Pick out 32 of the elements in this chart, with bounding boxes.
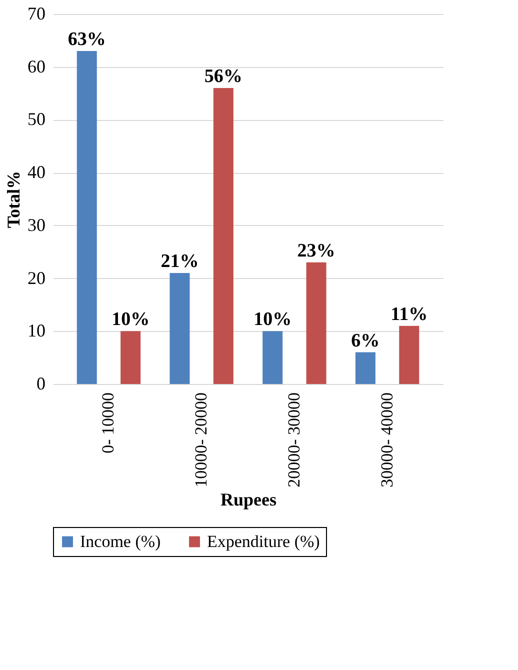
bar <box>120 331 141 384</box>
data-label: 23% <box>297 240 336 262</box>
data-label: 10% <box>112 309 150 330</box>
bar <box>399 326 420 384</box>
y-axis-title: Total% <box>4 170 24 228</box>
data-label: 56% <box>204 66 242 87</box>
bar <box>170 273 190 384</box>
x-tick-label: 20000- 30000 <box>284 392 304 488</box>
y-tick-label: 30 <box>28 214 46 235</box>
data-label: 6% <box>351 330 380 352</box>
bar <box>262 331 283 384</box>
bar <box>76 51 97 384</box>
x-tick-label: 0- 10000 <box>98 392 118 454</box>
y-tick-label: 10 <box>28 320 46 341</box>
y-tick-label: 40 <box>28 162 46 182</box>
x-axis-title: Rupees <box>220 489 277 510</box>
data-label: 21% <box>160 251 199 272</box>
legend-label: Income (%) <box>80 532 161 551</box>
y-tick-label: 60 <box>28 56 46 76</box>
data-label: 11% <box>390 304 428 325</box>
y-tick-label: 20 <box>28 268 46 288</box>
data-label: 63% <box>68 29 106 50</box>
bar <box>355 352 376 384</box>
y-tick-label: 0 <box>36 374 46 394</box>
data-label: 10% <box>254 309 292 330</box>
x-tick-label: 30000- 40000 <box>377 392 396 488</box>
x-tick-label: 10000- 20000 <box>192 392 211 488</box>
y-tick-label: 70 <box>28 4 46 24</box>
bar <box>213 88 234 384</box>
legend-label: Expenditure (%) <box>207 532 320 551</box>
bar <box>306 262 326 384</box>
y-tick-label: 50 <box>28 109 46 130</box>
